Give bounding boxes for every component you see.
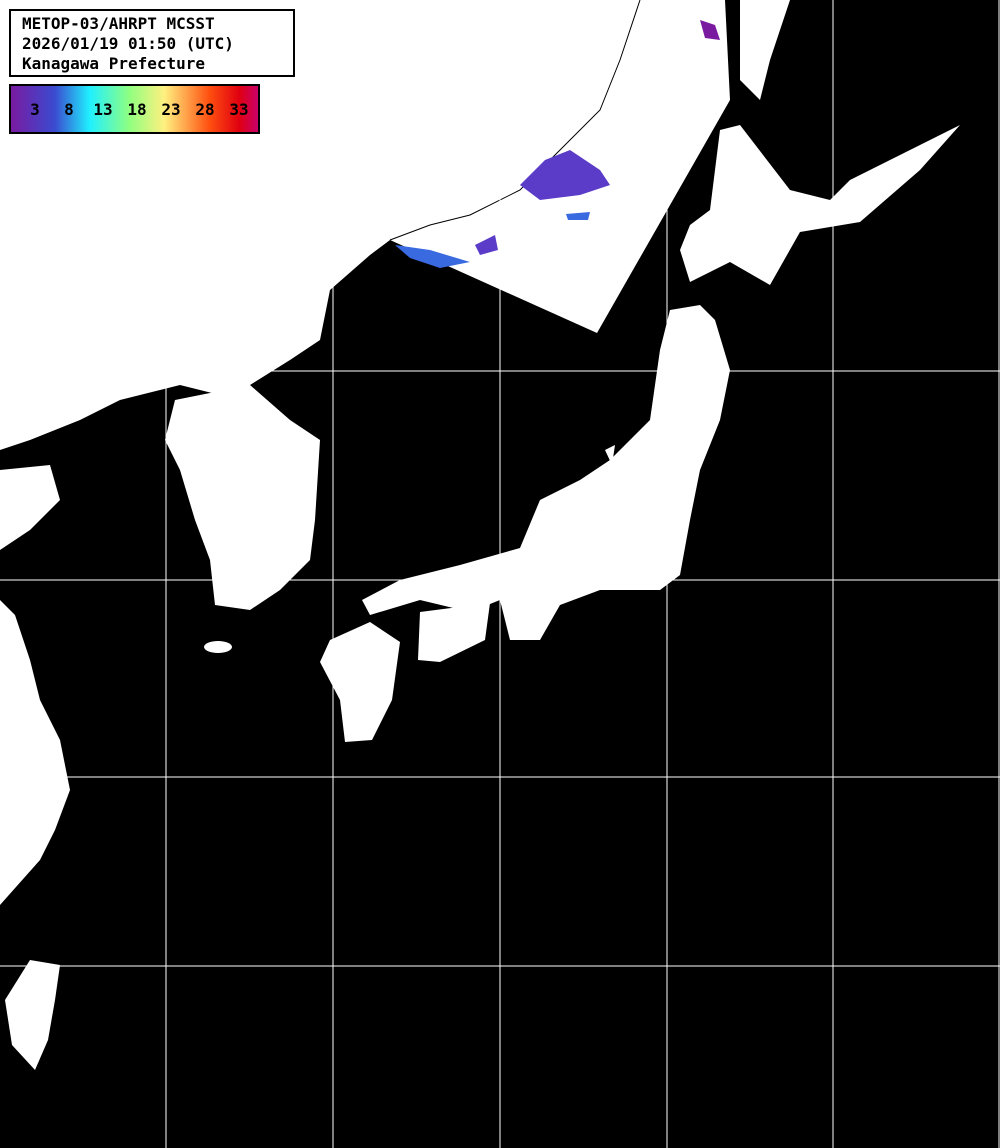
region-name: Kanagawa Prefecture [22,54,206,73]
color-legend: 3 8 13 18 23 28 33 [9,84,260,134]
jeju [204,641,232,653]
shikoku [418,603,490,662]
legend-label: 23 [161,99,181,119]
sst-data [395,20,720,268]
china-coast [0,600,70,905]
lat-label-30n: 30N [14,759,42,777]
legend-label: 13 [93,99,113,119]
legend-gradient [10,85,259,133]
legend-label: 28 [195,99,215,119]
land-and-nodata [0,0,960,1070]
title-box: METOP-03/AHRPT MCSST 2026/01/19 01:50 (U… [9,9,295,77]
sakhalin [740,0,790,100]
sado [605,445,615,465]
legend-label: 3 [30,99,40,119]
legend-label: 18 [127,99,147,119]
legend-label: 8 [64,99,74,119]
lat-label-40n: 40N [14,352,42,370]
honshu [362,305,730,640]
legend-label: 33 [229,99,249,119]
kyushu [320,622,400,742]
satellite-product: METOP-03/AHRPT MCSST [22,14,215,33]
hokkaido [680,125,960,285]
korea [165,385,320,610]
china-peninsula [0,465,60,550]
timestamp: 2026/01/19 01:50 (UTC) [22,34,234,53]
taiwan [5,960,60,1070]
